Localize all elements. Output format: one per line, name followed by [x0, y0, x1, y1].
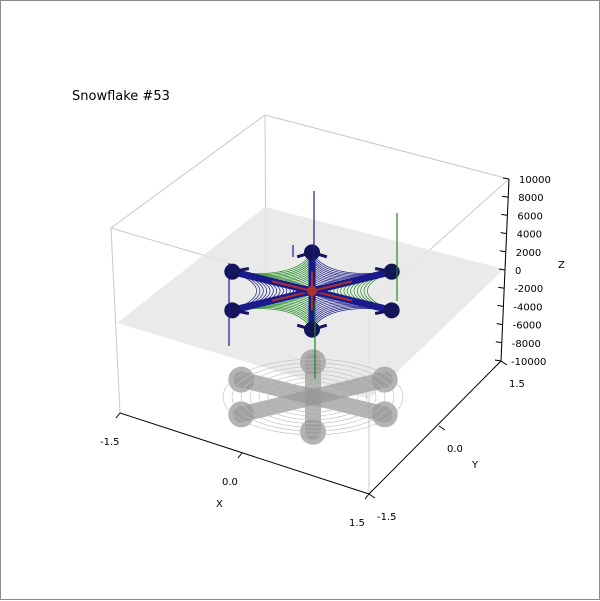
- z-tick-label: -10000: [511, 357, 546, 368]
- z-tick-label: 6000: [517, 211, 542, 222]
- shadow-contour: [267, 377, 359, 417]
- x-tick: [364, 493, 370, 500]
- snowflake-tip: [304, 244, 320, 261]
- z-tick: [498, 268, 506, 271]
- snowflake-branch: [388, 271, 394, 280]
- snowflake-branch: [232, 267, 250, 274]
- z-axis-label: Z: [558, 260, 565, 271]
- z-tick-label: -8000: [512, 339, 541, 350]
- snowflake-branch: [296, 323, 313, 332]
- snowflake-branch: [296, 250, 313, 259]
- shadow-contour: [240, 366, 386, 428]
- z-tick-label: 8000: [518, 193, 543, 204]
- shadow-contour: [222, 358, 404, 436]
- shadow-contour: [249, 370, 377, 424]
- shadow-contour: [276, 381, 350, 413]
- x-tick-label: 0.0: [222, 477, 238, 488]
- shadow-tip: [300, 349, 326, 376]
- snowflake-surface: [224, 191, 400, 379]
- shadow-tip: [371, 366, 398, 393]
- z-tick-label: 4000: [517, 230, 542, 241]
- z-tick: [502, 195, 509, 198]
- z-tick: [498, 286, 505, 289]
- y-axis-line: [368, 360, 502, 495]
- z-tick: [494, 359, 502, 362]
- z-tick: [497, 304, 504, 307]
- z-tick-label: -4000: [513, 302, 542, 313]
- x-tick-label: -1.5: [100, 437, 120, 448]
- z-tick: [496, 323, 503, 326]
- box-edge: [264, 114, 510, 180]
- floor-shadow: [222, 349, 404, 445]
- y-axis-label: Y: [471, 460, 479, 471]
- z-tick: [501, 213, 508, 216]
- box-edge: [110, 227, 121, 414]
- axis-ticks: -1.5 0.0 1.5 1.5 0.0 -1.5 10000 8000 6000 4000 200…: [100, 175, 551, 529]
- snowflake-center: [307, 286, 317, 296]
- x-tick-label: 1.5: [349, 518, 365, 529]
- y-tick: [500, 360, 508, 366]
- y-tick: [368, 493, 376, 499]
- y-tick-label: 1.5: [509, 379, 525, 390]
- snowflake-branch: [230, 302, 236, 311]
- x-axis-line: [119, 412, 370, 495]
- chart-title: Snowflake #53: [72, 89, 170, 104]
- x-tick: [237, 452, 243, 459]
- y-tick-label: 0.0: [447, 444, 463, 455]
- snowflake-branch: [232, 308, 250, 315]
- snowflake-arm-core: [311, 280, 353, 292]
- x-axis-label: X: [216, 499, 223, 510]
- y-tick-label: -1.5: [377, 512, 397, 523]
- z-tick-label: 2000: [516, 248, 541, 259]
- shadow-tip: [371, 401, 398, 428]
- shadow-contour: [285, 385, 341, 409]
- shadow-tip: [228, 401, 255, 428]
- z-tick-label: -6000: [513, 321, 542, 332]
- z-tick: [495, 341, 502, 344]
- z-tick: [500, 232, 507, 235]
- snowflake-arm-core: [271, 280, 313, 292]
- shadow-tip: [228, 366, 255, 393]
- shadow-contour: [231, 362, 395, 432]
- z-tick: [499, 250, 506, 253]
- shadow-contour: [258, 374, 368, 420]
- snowflake-branch: [374, 267, 392, 274]
- snowflake-branch: [374, 308, 392, 315]
- z-tick-label: -2000: [514, 284, 543, 295]
- box-edge: [110, 114, 266, 229]
- shadow-tip: [300, 418, 326, 445]
- y-tick: [438, 425, 446, 431]
- x-tick: [115, 412, 121, 419]
- z-tick-label: 10000: [519, 175, 551, 186]
- z-tick-label: 0: [515, 266, 521, 277]
- z-tick: [502, 177, 510, 180]
